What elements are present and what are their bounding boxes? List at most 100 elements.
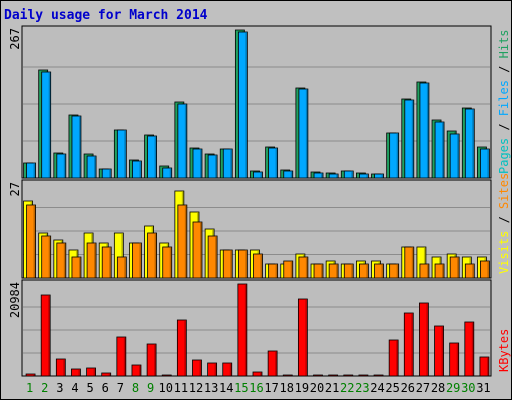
- bar-kbytes-day-18: [282, 374, 293, 377]
- bar-sites-day-19-shade: [305, 258, 308, 278]
- bar-sites-day-8: [132, 242, 142, 279]
- bar-sites-day-27-shade: [426, 265, 429, 278]
- bar-files-day-11-shade: [184, 105, 187, 178]
- x-tick-day-31: 31: [476, 381, 490, 395]
- bar-sites-day-26: [404, 246, 415, 279]
- bar-kbytes-day-9: [146, 343, 157, 377]
- chart-title: Daily usage for March 2014: [4, 8, 208, 23]
- x-tick-day-13: 13: [204, 381, 218, 395]
- bar-files-day-3: [56, 153, 67, 179]
- x-tick-day-16: 16: [249, 381, 263, 395]
- bar-kbytes-day-17-shade: [275, 352, 278, 376]
- bar-files-day-20-shade: [321, 174, 324, 178]
- bar-sites-day-18: [283, 260, 294, 279]
- bar-sites-day-3-shade: [63, 244, 66, 278]
- bar-sites-day-29: [449, 256, 460, 279]
- x-tick-day-2: 2: [41, 381, 48, 395]
- panel-2: 27 Visits / Sites: [8, 173, 511, 279]
- panel-max-label: 27: [8, 182, 22, 196]
- x-tick-day-18: 18: [280, 381, 294, 395]
- bar-sites-day-1-shade: [33, 206, 36, 278]
- x-tick-day-11: 11: [174, 381, 188, 395]
- bar-sites-day-29-shade: [457, 258, 460, 278]
- bar-kbytes-day-22: [343, 374, 354, 377]
- bar-sites-day-5: [86, 242, 97, 279]
- bar-files-day-13-shade: [215, 156, 218, 178]
- bar-visits-day-27-shade: [423, 248, 426, 278]
- bar-files-day-10-shade: [169, 169, 172, 178]
- x-tick-day-30: 30: [461, 381, 475, 395]
- bar-files-day-21: [328, 173, 339, 179]
- bar-files-day-7: [116, 129, 127, 179]
- bar-files-day-29: [449, 133, 460, 179]
- bar-kbytes-day-1: [25, 373, 36, 377]
- bar-files-day-27: [419, 82, 430, 179]
- bar-files-day-30: [464, 108, 475, 179]
- bar-sites-day-27: [419, 263, 430, 279]
- x-tick-day-7: 7: [117, 381, 124, 395]
- bar-files-day-23-shade: [366, 175, 369, 178]
- bar-sites-day-14-shade: [230, 251, 233, 278]
- bar-files-day-20: [313, 172, 324, 179]
- x-tick-day-15: 15: [234, 381, 248, 395]
- legend-entry-kbytes: KBytes: [497, 329, 511, 372]
- bar-files-day-6-shade: [109, 170, 112, 178]
- bar-sites-day-4: [71, 256, 82, 279]
- bar-sites-day-20: [313, 263, 324, 279]
- bar-kbytes-day-5: [86, 367, 96, 377]
- bar-sites-day-31: [480, 260, 490, 279]
- bar-files-day-29-shade: [457, 135, 460, 178]
- bar-kbytes-day-1-shade: [33, 375, 36, 376]
- bar-files-day-21-shade: [336, 175, 339, 178]
- bar-files-day-18-shade: [290, 172, 293, 178]
- bar-sites-day-21-shade: [336, 265, 339, 278]
- bar-kbytes-day-25-shade: [396, 341, 399, 376]
- x-tick-day-1: 1: [26, 381, 33, 395]
- bar-sites-day-17: [268, 263, 279, 279]
- bar-kbytes-day-5-shade: [93, 369, 96, 376]
- x-tick-day-10: 10: [158, 381, 172, 395]
- bar-kbytes-day-31: [479, 356, 490, 377]
- bar-sites-day-4-shade: [78, 258, 81, 278]
- x-tick-day-5: 5: [86, 381, 93, 395]
- bar-files-day-12-shade: [199, 150, 202, 178]
- bar-sites-day-30: [464, 263, 475, 279]
- bar-kbytes-day-27-shade: [426, 304, 429, 376]
- bar-sites-day-22: [343, 263, 354, 279]
- bar-files-day-9-shade: [154, 137, 157, 178]
- x-tick-day-9: 9: [147, 381, 154, 395]
- bar-files-day-14-shade: [230, 150, 233, 178]
- x-tick-day-21: 21: [325, 381, 339, 395]
- bar-files-day-5: [86, 155, 97, 179]
- panel-legend: Pages / Files / Hits: [497, 29, 511, 174]
- bar-sites-day-10: [162, 246, 173, 279]
- bar-files-day-27-shade: [426, 84, 429, 178]
- bar-files-day-4-shade: [78, 117, 81, 178]
- bar-sites-day-21: [328, 263, 339, 279]
- legend-entry-files: Files: [497, 80, 511, 116]
- x-tick-day-14: 14: [219, 381, 233, 395]
- bar-sites-day-5-shade: [94, 244, 97, 278]
- bar-kbytes-day-4-shade: [78, 370, 81, 376]
- bar-sites-day-16: [253, 253, 263, 279]
- bar-files-day-9: [147, 135, 157, 179]
- bar-kbytes-day-2-shade: [48, 296, 51, 376]
- bar-files-day-16: [253, 171, 263, 179]
- bar-kbytes-day-15: [237, 283, 248, 377]
- bar-kbytes-day-2: [40, 294, 51, 377]
- bar-kbytes-day-16-shade: [260, 373, 262, 376]
- bar-files-day-30-shade: [472, 110, 475, 178]
- x-tick-labels: 1 2 3 4 5 6 7 8 9 10 11 12 13 14 15 16 17 18 19 20 21 22 23 24 2…: [26, 381, 491, 395]
- bar-files-day-10: [162, 167, 173, 179]
- bar-kbytes-day-28: [434, 325, 444, 377]
- bar-files-day-2-shade: [48, 73, 51, 178]
- bar-files-day-31-shade: [487, 150, 490, 178]
- bar-sites-day-11-shade: [184, 206, 187, 278]
- bar-kbytes-day-3-shade: [63, 360, 66, 376]
- x-tick-day-4: 4: [71, 381, 78, 395]
- panel-1: 267 Pages / Files / Hits: [8, 25, 511, 179]
- x-tick-day-26: 26: [401, 381, 415, 395]
- bar-sites-day-30-shade: [472, 265, 475, 278]
- bar-sites-day-23-shade: [366, 265, 369, 278]
